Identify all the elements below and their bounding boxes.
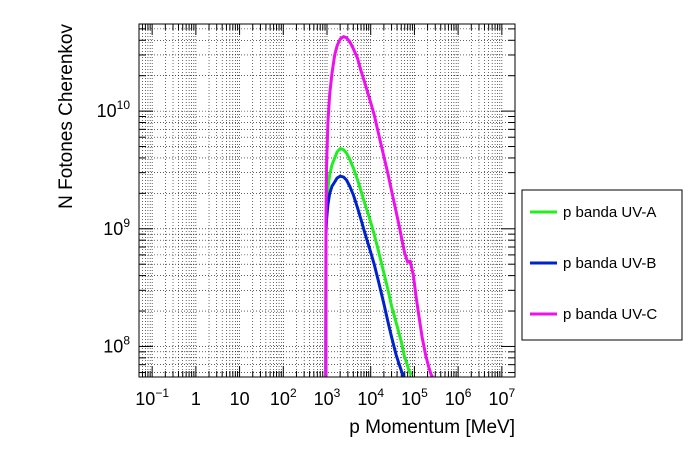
plot-frame	[138, 23, 516, 378]
x-tick-label: 102	[270, 386, 297, 409]
x-tick-label: 107	[488, 386, 515, 409]
legend-label: p banda UV-A	[563, 204, 656, 221]
x-tick-label: 106	[445, 386, 472, 409]
x-axis-label: p Momentum [MeV]	[349, 417, 515, 438]
legend-label: p banda UV-B	[563, 255, 656, 272]
x-tick-label: 104	[357, 386, 384, 409]
legend-label: p banda UV-C	[563, 306, 657, 323]
legend-entries: p banda UV-A p banda UV-B p banda UV-C	[530, 204, 657, 323]
x-tick-label: 103	[314, 386, 341, 409]
chart-series	[324, 35, 434, 378]
y-tick-label: 109	[103, 216, 130, 239]
y-axis-label: N Fotones Cherenkov	[56, 24, 77, 209]
series-line-p-banda-uv-a	[324, 147, 413, 378]
legend-box	[521, 189, 683, 341]
y-tick-label: 108	[103, 333, 130, 356]
x-tick-label: 10−1	[135, 386, 169, 409]
series-line-p-banda-uv-b	[324, 174, 406, 378]
y-tick-labels: 108 109 1010	[97, 98, 131, 356]
x-tick-label: 105	[401, 386, 428, 409]
chart-axis-ticks	[138, 24, 516, 377]
x-tick-label: 1	[191, 389, 201, 409]
x-tick-labels: 10−1 1 10 102 103 104 105 106 107	[135, 386, 515, 409]
series-line-p-banda-uv-c	[324, 35, 434, 378]
chart-legend: p banda UV-A p banda UV-B p banda UV-C	[521, 189, 683, 341]
y-tick-label: 1010	[97, 98, 131, 121]
x-tick-label: 10	[230, 389, 250, 409]
